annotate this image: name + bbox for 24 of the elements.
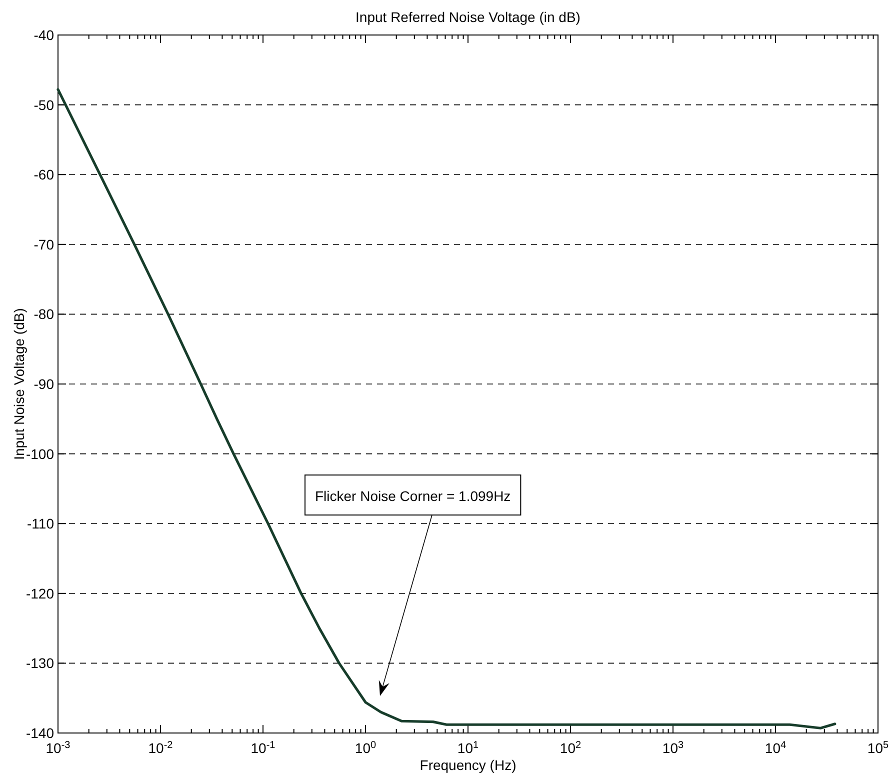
y-tick-label: -100: [26, 446, 54, 462]
y-tick-label: -110: [27, 516, 54, 532]
y-tick-label: -130: [26, 655, 54, 672]
y-tick-label: -40: [34, 27, 54, 43]
x-tick-label: 10$^{0}$: [354, 740, 377, 756]
y-tick-label: -80: [34, 306, 54, 322]
x-tick-label: 10$^{2}$: [560, 740, 582, 756]
y-axis-title: Input Noise Voltage (dB): [11, 308, 27, 460]
y-tick-label: -50: [34, 96, 54, 113]
y-tick-label: -60: [34, 166, 54, 183]
y-tick-label: -70: [34, 236, 54, 252]
annotation: Flicker Noise Corner = 1.099Hz: [315, 488, 511, 504]
x-tick-label: 10$^{-3}$: [46, 740, 71, 756]
y-tick-label: -140: [26, 725, 54, 741]
chart-title: Input Referred Noise Voltage (in dB): [356, 9, 580, 25]
y-tick-label: -120: [26, 585, 54, 602]
x-tick-label: 10$^{4}$: [764, 740, 787, 756]
x-tick-label: 10$^{-1}$: [250, 740, 276, 756]
y-tick-label: -90: [34, 376, 54, 392]
x-tick-label: 10$^{3}$: [662, 740, 684, 756]
x-tick-label: 10$^{1}$: [457, 740, 480, 756]
x-axis-title: Frequency (Hz): [420, 757, 516, 773]
x-tick-label: 10$^{5}$: [867, 740, 890, 756]
x-tick-label: 10$^{-2}$: [148, 740, 174, 756]
